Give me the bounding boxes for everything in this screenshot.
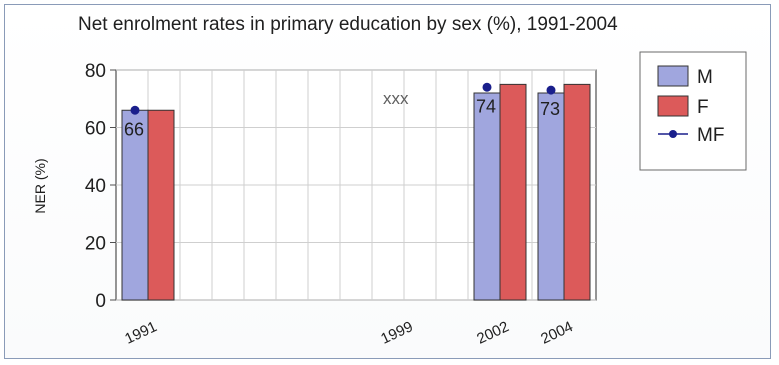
x-tick-label-1999: 1999 — [378, 318, 415, 348]
legend: M F MF — [639, 51, 747, 171]
annotation-xxx: xxx — [383, 89, 409, 108]
legend-swatch-f — [657, 95, 689, 117]
y-axis-ticks: 0 20 40 60 80 — [85, 61, 116, 312]
mf-markers — [130, 82, 556, 115]
marker-mf-2002 — [482, 82, 492, 92]
x-tick-label-2002: 2002 — [474, 318, 511, 348]
legend-swatch-m — [657, 65, 689, 87]
x-axis-ticks: 1991 1999 2002 2004 — [122, 318, 575, 348]
chart-title: Net enrolment rates in primary education… — [78, 14, 618, 35]
marker-mf-2004 — [546, 85, 556, 95]
y-axis-label: NER (%) — [32, 158, 48, 213]
x-tick-label-2004: 2004 — [538, 318, 575, 348]
x-tick-label-1991: 1991 — [122, 318, 159, 348]
legend-box — [639, 51, 747, 171]
legend-label-m: M — [697, 67, 713, 88]
data-labels: 66 74 73 — [124, 96, 560, 139]
y-tick-label: 60 — [85, 119, 106, 140]
bar-f-1991 — [147, 109, 175, 301]
legend-swatch-mf-marker — [669, 130, 677, 138]
bar-m-2002 — [473, 92, 501, 301]
bar-m-2004 — [537, 92, 565, 301]
legend-label-f: F — [697, 97, 709, 118]
marker-mf-1991 — [130, 105, 140, 115]
y-tick-label: 80 — [85, 61, 106, 82]
data-label-2004: 73 — [540, 99, 560, 119]
y-tick-label: 20 — [85, 234, 106, 255]
legend-label-mf: MF — [697, 125, 724, 146]
bar-f-2004 — [563, 83, 591, 301]
y-tick-label: 0 — [95, 291, 106, 312]
bars — [121, 83, 591, 301]
bar-f-2002 — [499, 83, 527, 301]
data-label-2002: 74 — [476, 96, 496, 116]
y-tick-label: 40 — [85, 176, 106, 197]
data-label-1991: 66 — [124, 119, 144, 139]
